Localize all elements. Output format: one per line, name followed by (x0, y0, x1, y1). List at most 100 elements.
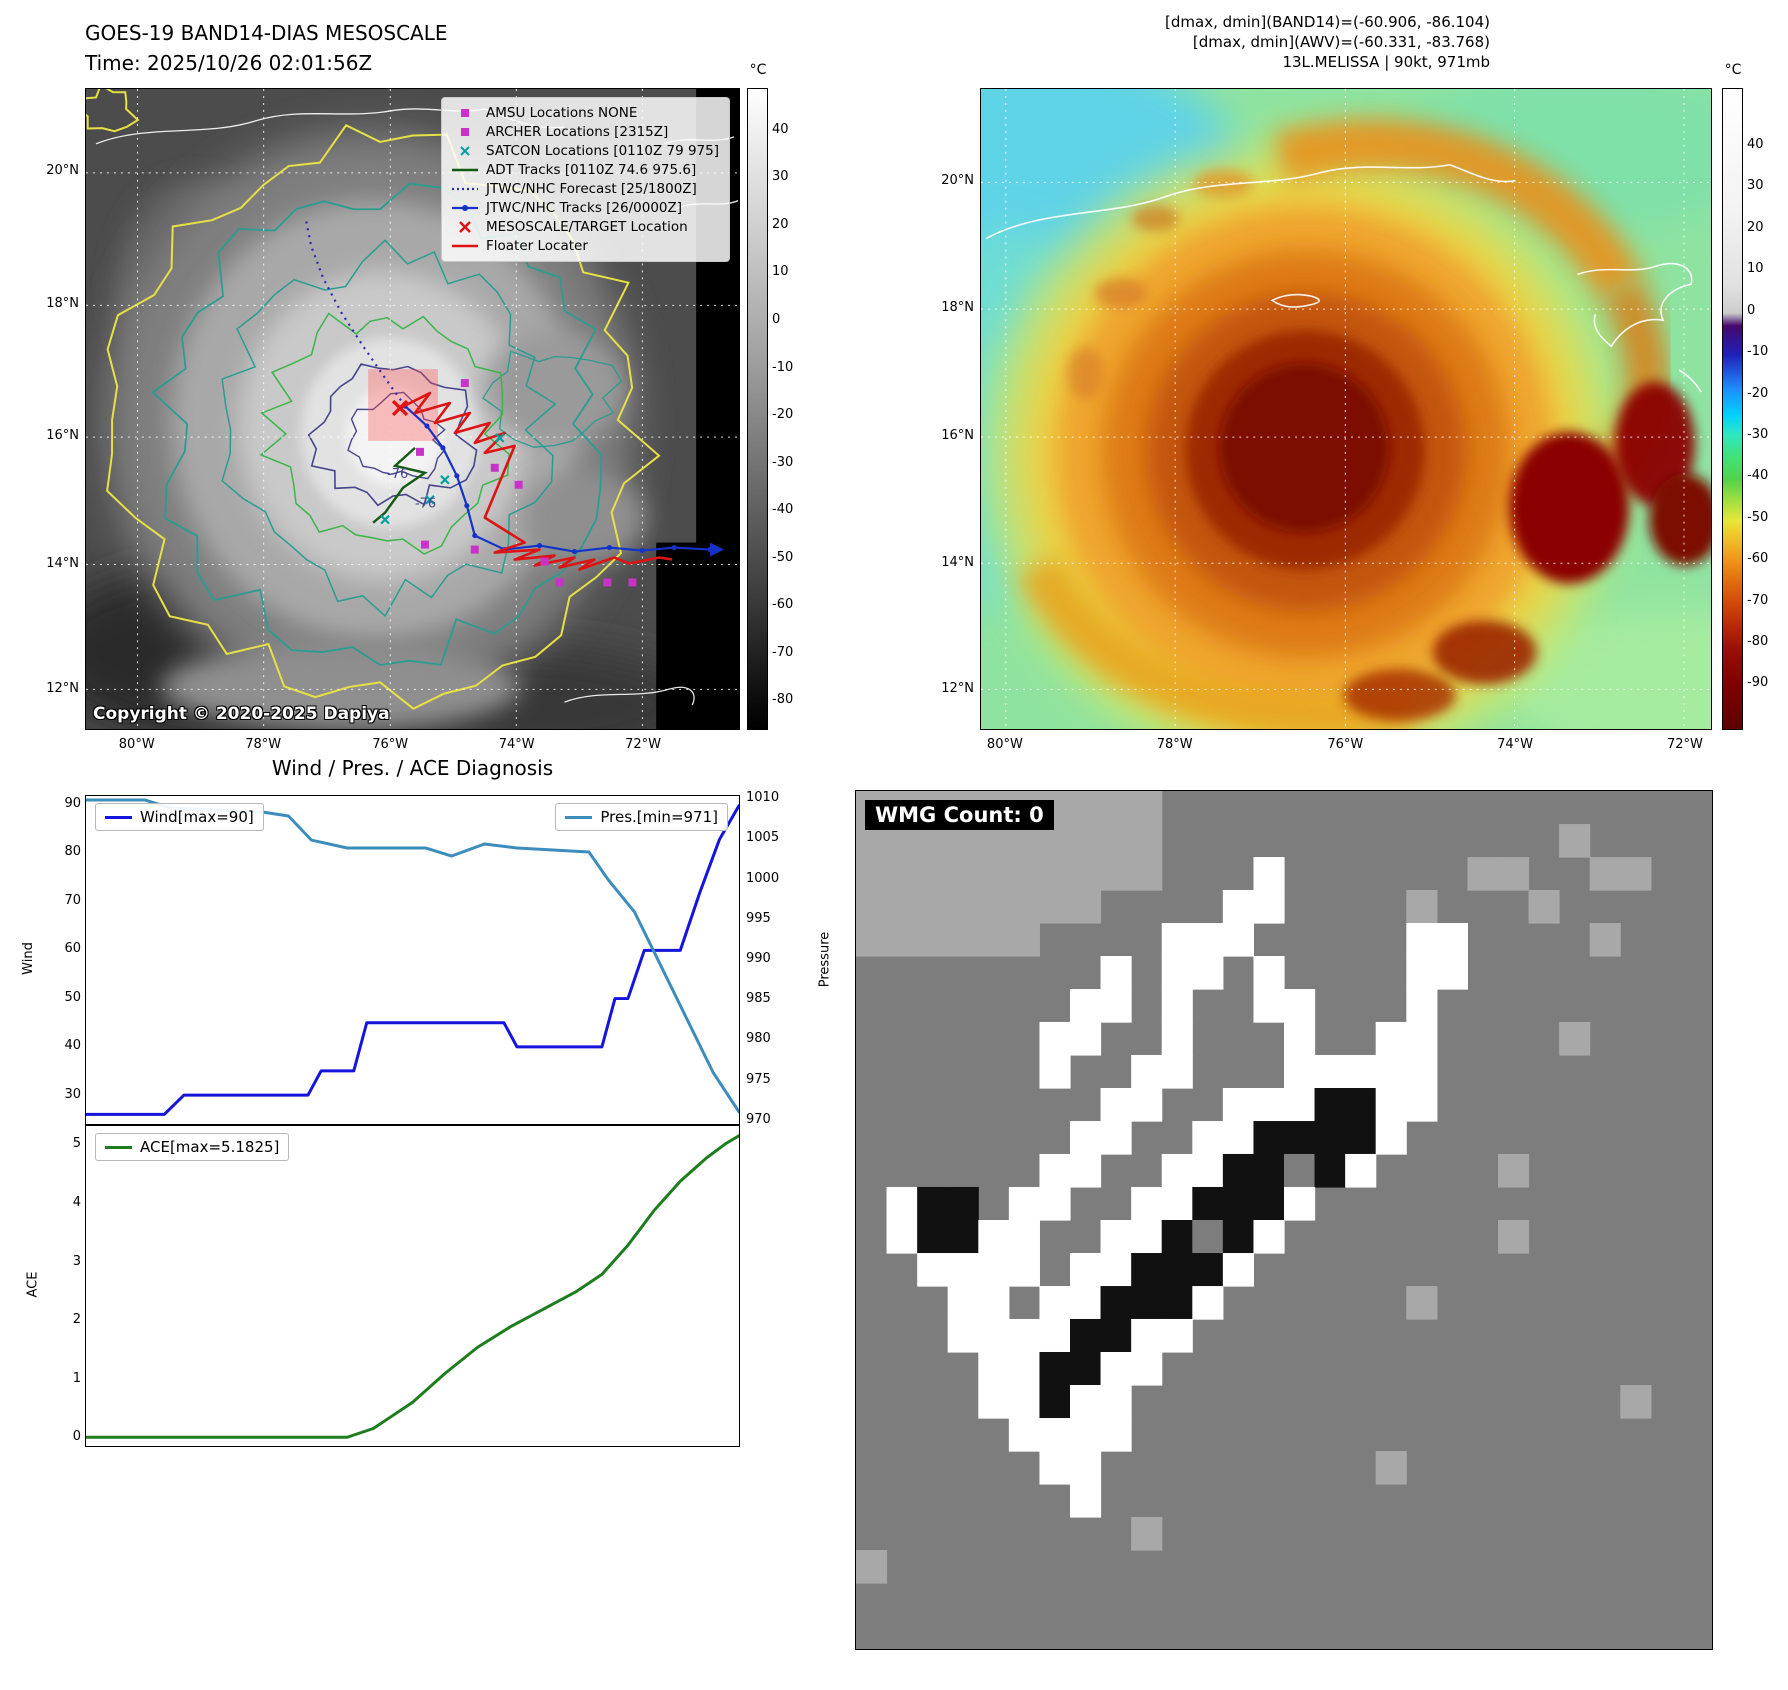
legend-label: JTWC/NHC Forecast [25/1800Z] (486, 181, 697, 197)
wmg-mask-grid (856, 791, 1652, 1584)
colorbar-tick-label: -50 (1747, 509, 1769, 525)
wmg-cell (1192, 1153, 1224, 1188)
wmg-cell (1039, 1418, 1071, 1452)
wmg-cell (1070, 1021, 1102, 1056)
wmg-cell (1008, 857, 1040, 891)
wmg-cell (947, 889, 979, 924)
jtwc-track-arrow-icon (710, 542, 725, 557)
line-marker-icon (452, 168, 478, 172)
tl-title-line1: GOES-19 BAND14-DIAS MESOSCALE (85, 21, 448, 45)
wmg-cell (1375, 1088, 1407, 1122)
x-marker-icon (460, 146, 470, 156)
wmg-cell (1345, 1054, 1377, 1089)
contour-line (259, 312, 510, 555)
wmg-cell (1008, 1186, 1040, 1221)
tl-title: GOES-19 BAND14-DIAS MESOSCALE Time: 2025… (85, 18, 448, 78)
wmg-cell (1008, 1418, 1040, 1452)
wind-legend-label: Wind[max=90] (140, 808, 254, 826)
colorbar-tick-label: -20 (772, 407, 794, 423)
square-marker-icon (461, 128, 469, 136)
archer-marker-icon (514, 480, 523, 489)
wmg-cell (978, 889, 1010, 924)
wmg-cell (1131, 1286, 1163, 1320)
wmg-cell (947, 1286, 979, 1320)
wmg-cell (1253, 1088, 1285, 1122)
contour-line (307, 363, 478, 507)
legend-label: ARCHER Locations [2315Z] (486, 124, 669, 140)
lon-tick-label: 74°W (1497, 737, 1534, 752)
legend-label: ADT Tracks [0110Z 74.6 975.6] (486, 162, 697, 178)
wmg-cell (1406, 1021, 1438, 1056)
wmg-cell (1039, 857, 1071, 891)
wmg-cell (1100, 1088, 1132, 1122)
square-marker-icon (461, 109, 469, 117)
axis-tick-label: 1000 (746, 870, 780, 886)
colorbar-tick-label: -60 (772, 597, 794, 613)
archer-marker-icon (470, 545, 479, 554)
jtwc-track-point (472, 533, 478, 539)
axis-tick-label: 90 (64, 795, 81, 811)
lon-tick-label: 78°W (245, 737, 282, 752)
lat-tick-label: 20°N (941, 172, 974, 188)
wmg-cell (978, 1351, 1010, 1386)
ace-legend-label: ACE[max=5.1825] (140, 1138, 280, 1156)
tr-header-line2: [dmax, dmin](AWV)=(-60.331, -83.768) (1192, 33, 1490, 51)
legend-item: JTWC/NHC Tracks [26/0000Z] (450, 200, 719, 216)
wmg-cell (1131, 1088, 1163, 1122)
wmg-cell (1070, 1318, 1102, 1353)
ace-legend: ACE[max=5.1825] (95, 1133, 290, 1161)
wmg-cell (1406, 1286, 1438, 1320)
lon-tick-label: 76°W (1327, 737, 1364, 752)
axis-tick-label: 2 (72, 1312, 81, 1328)
wmg-cell (1284, 1054, 1316, 1089)
wmg-count-label: WMG Count: 0 (865, 800, 1054, 830)
wmg-cell (1070, 1153, 1102, 1188)
archer-marker-icon (555, 578, 564, 587)
wmg-cell (1222, 1153, 1254, 1188)
wmg-cell (1161, 1054, 1193, 1089)
wmg-cell (1375, 1121, 1407, 1155)
lat-tick-label: 20°N (46, 163, 79, 179)
colorbar-tick-label: 30 (1747, 178, 1764, 194)
satcon-marker-icon (380, 514, 390, 525)
diagnosis-title: Wind / Pres. / ACE Diagnosis (271, 756, 554, 780)
wmg-cell (1222, 1253, 1254, 1287)
legend-label: MESOSCALE/TARGET Location (486, 219, 688, 235)
wmg-cell (1253, 1186, 1285, 1221)
lon-tick-label: 76°W (372, 737, 409, 752)
lat-tick-label: 18°N (941, 299, 974, 315)
colorbar-tick-label: -70 (1747, 592, 1769, 608)
wmg-cell (1100, 791, 1132, 825)
colorbar-tick-label: -80 (772, 692, 794, 708)
wmg-cell (1559, 824, 1591, 858)
wmg-cell (1100, 1286, 1132, 1320)
wmg-cell (1131, 857, 1163, 891)
wmg-cell (917, 857, 949, 891)
lon-tick-label: 80°W (118, 737, 155, 752)
wmg-cell (1039, 1153, 1071, 1188)
wmg-cell (947, 922, 979, 957)
pressure-legend-swatch (565, 815, 593, 819)
ace-plot-area (86, 1134, 739, 1439)
legend-item: ARCHER Locations [2315Z] (450, 124, 719, 140)
wmg-cell (1161, 956, 1193, 990)
colorbar-tick-label: -40 (772, 502, 794, 518)
colorbar-tick-label: -40 (1747, 468, 1769, 484)
wmg-cell (1070, 857, 1102, 891)
wmg-cell (1070, 1253, 1102, 1287)
wmg-cell (1222, 889, 1254, 924)
wind-legend: Wind[max=90] (95, 803, 264, 831)
archer-marker-icon (420, 540, 429, 549)
storm-id-label: 13L.MELISSA | 90kt, 971mb (1282, 53, 1490, 71)
lat-tick-label: 12°N (46, 681, 79, 697)
wind-axis-label: Wind (20, 942, 36, 975)
archer-marker-icon (540, 557, 549, 566)
wmg-cell (1253, 1121, 1285, 1155)
wmg-cell (1161, 1153, 1193, 1188)
axis-tick-label: 4 (72, 1195, 81, 1211)
wmg-cell (1222, 1088, 1254, 1122)
wmg-cell (1192, 1121, 1224, 1155)
legend-item: JTWC/NHC Forecast [25/1800Z] (450, 181, 719, 197)
wmg-cell (1070, 1483, 1102, 1518)
wmg-cell (917, 1220, 949, 1254)
